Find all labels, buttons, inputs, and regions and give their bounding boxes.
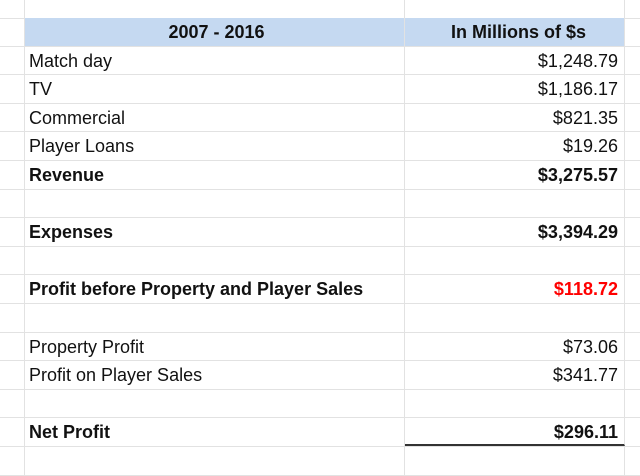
row-value[interactable] — [405, 189, 625, 218]
table-row: Expenses $3,394.29 — [0, 218, 640, 247]
row-label[interactable] — [25, 246, 405, 275]
cell[interactable] — [625, 275, 640, 303]
cell[interactable] — [0, 46, 25, 75]
table-row — [0, 389, 640, 419]
cell[interactable] — [625, 418, 640, 446]
row-label[interactable] — [25, 389, 405, 418]
cell[interactable] — [0, 275, 25, 303]
cell[interactable] — [0, 389, 25, 418]
row-value[interactable] — [405, 389, 625, 418]
cell[interactable] — [0, 18, 25, 46]
row-label[interactable]: Profit on Player Sales — [25, 361, 405, 389]
cell[interactable] — [625, 75, 640, 103]
table-row: Profit on Player Sales $341.77 — [0, 361, 640, 390]
row-label[interactable] — [25, 304, 405, 332]
row-label[interactable]: TV — [25, 75, 405, 103]
row-value[interactable]: $73.06 — [405, 332, 625, 361]
cell[interactable] — [625, 161, 640, 189]
table-row — [0, 447, 640, 476]
cell[interactable] — [0, 218, 25, 246]
cell[interactable] — [0, 161, 25, 189]
row-label[interactable]: Revenue — [25, 161, 405, 189]
row-value[interactable]: $341.77 — [405, 361, 625, 389]
cell[interactable] — [0, 132, 25, 160]
header-units[interactable]: In Millions of $s — [405, 18, 625, 46]
row-label[interactable]: Net Profit — [25, 418, 405, 446]
cell[interactable] — [0, 361, 25, 389]
cell[interactable] — [625, 47, 640, 75]
cell[interactable] — [625, 132, 640, 160]
row-label[interactable] — [25, 447, 405, 475]
table-row: Net Profit $296.11 — [0, 418, 640, 447]
cell[interactable] — [625, 247, 640, 275]
row-value[interactable]: $1,186.17 — [405, 75, 625, 103]
table-row: Revenue $3,275.57 — [0, 161, 640, 190]
row-value[interactable]: $3,275.57 — [405, 161, 625, 189]
header-period[interactable]: 2007 - 2016 — [25, 18, 405, 46]
row-label[interactable]: Player Loans — [25, 132, 405, 160]
cell[interactable] — [0, 447, 25, 475]
cell[interactable] — [625, 390, 640, 418]
cell[interactable] — [405, 0, 625, 18]
row-label[interactable]: Expenses — [25, 218, 405, 246]
cell[interactable] — [0, 0, 25, 18]
table-row: Match day $1,248.79 — [0, 46, 640, 76]
row-label[interactable]: Match day — [25, 46, 405, 75]
cell[interactable] — [625, 218, 640, 246]
cell[interactable] — [625, 447, 640, 475]
empty-row — [0, 0, 640, 19]
row-label[interactable]: Profit before Property and Player Sales — [25, 275, 405, 303]
cell[interactable] — [625, 333, 640, 361]
row-value[interactable]: $3,394.29 — [405, 218, 625, 246]
row-value[interactable]: $1,248.79 — [405, 46, 625, 75]
table-row: Commercial $821.35 — [0, 103, 640, 133]
table-row — [0, 246, 640, 276]
row-label[interactable] — [25, 189, 405, 218]
cell[interactable] — [625, 104, 640, 132]
header-row: 2007 - 2016 In Millions of $s — [0, 18, 640, 47]
row-value[interactable]: $821.35 — [405, 103, 625, 132]
cell[interactable] — [0, 246, 25, 275]
table-row: Profit before Property and Player Sales $… — [0, 275, 640, 304]
row-value[interactable]: $19.26 — [405, 132, 625, 160]
row-label[interactable]: Property Profit — [25, 332, 405, 361]
cell[interactable] — [0, 418, 25, 446]
cell[interactable] — [625, 0, 640, 18]
cell[interactable] — [625, 190, 640, 218]
row-label[interactable]: Commercial — [25, 103, 405, 132]
cell[interactable] — [625, 361, 640, 389]
cell[interactable] — [0, 103, 25, 132]
table-row — [0, 189, 640, 219]
row-value[interactable] — [405, 304, 625, 332]
cell[interactable] — [625, 304, 640, 332]
cell[interactable] — [0, 189, 25, 218]
table-row — [0, 304, 640, 333]
row-value[interactable] — [405, 447, 625, 475]
cell[interactable] — [0, 304, 25, 332]
row-value[interactable] — [405, 246, 625, 275]
row-value[interactable]: $118.72 — [405, 275, 625, 303]
cell[interactable] — [0, 332, 25, 361]
table-row: Player Loans $19.26 — [0, 132, 640, 161]
table-row: TV $1,186.17 — [0, 75, 640, 104]
cell[interactable] — [625, 18, 640, 46]
row-value[interactable]: $296.11 — [405, 418, 625, 446]
cell[interactable] — [0, 75, 25, 103]
cell[interactable] — [25, 0, 405, 18]
table-row: Property Profit $73.06 — [0, 332, 640, 362]
